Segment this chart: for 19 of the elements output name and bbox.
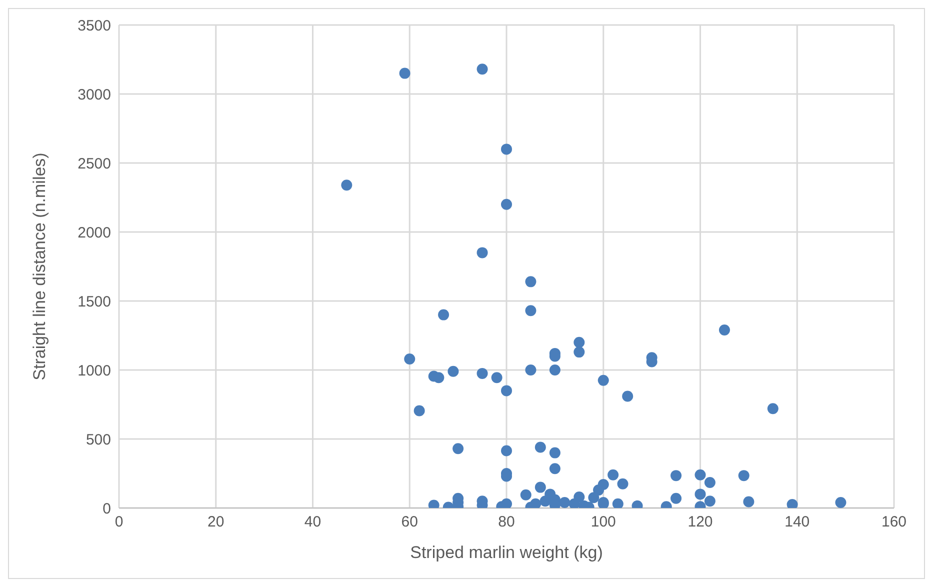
y-tick-label: 2500 xyxy=(78,155,111,172)
y-tick-label: 500 xyxy=(86,431,111,448)
x-tick-label: 60 xyxy=(401,514,418,531)
y-tick-label: 3000 xyxy=(78,86,111,104)
x-tick-label: 0 xyxy=(114,514,124,531)
y-tick-label: 2000 xyxy=(78,224,111,242)
x-tick-label: 20 xyxy=(208,514,224,531)
x-tick-label: 40 xyxy=(304,514,322,531)
x-tick-label: 80 xyxy=(498,514,515,531)
x-tick-label: 120 xyxy=(688,514,713,531)
x-axis-title: Striped marlin weight (kg) xyxy=(410,543,603,562)
x-tick-label: 160 xyxy=(881,514,907,531)
y-tick-label: 0 xyxy=(102,500,111,518)
x-tick-label: 100 xyxy=(590,514,616,531)
y-tick-label: 3500 xyxy=(78,17,111,34)
y-tick-label: 1000 xyxy=(78,362,111,380)
x-tick-label: 140 xyxy=(784,514,810,531)
y-tick-label: 1500 xyxy=(78,293,111,310)
y-axis-title: Straight line distance (n.miles) xyxy=(30,152,50,380)
